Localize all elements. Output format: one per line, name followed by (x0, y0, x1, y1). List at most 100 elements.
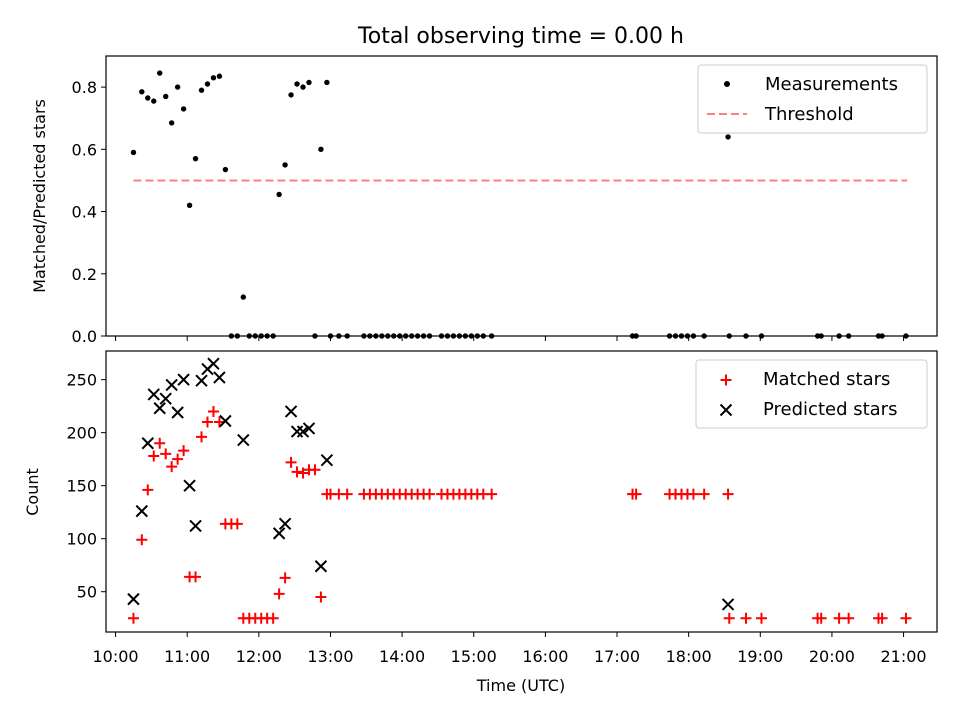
measurement-point (818, 333, 824, 339)
measurement-point (327, 333, 334, 339)
x-tick-label: 17:00 (594, 647, 640, 666)
measurement-point (480, 333, 486, 339)
legend-measurements-marker (724, 81, 730, 87)
matched-star-point (273, 588, 285, 600)
x-tick-label: 15:00 (451, 647, 497, 666)
measurement-point (633, 333, 639, 339)
measurement-point (414, 333, 421, 339)
matched-star-point (178, 445, 190, 457)
predicted-star-point (153, 402, 166, 415)
measurement-point (276, 191, 282, 198)
measurement-point (879, 333, 885, 339)
legend-matched-marker (720, 374, 732, 386)
measurement-point (903, 333, 909, 339)
predicted-star-point (302, 422, 316, 435)
measurement-point (139, 89, 145, 95)
measurement-point (690, 333, 697, 339)
x-tick-label: 20:00 (809, 647, 855, 666)
matched-star-point (900, 612, 912, 624)
matched-star-point (486, 488, 498, 500)
matched-star-point (843, 612, 855, 624)
x-tick-label: 21:00 (881, 647, 927, 666)
measurement-point (186, 202, 193, 209)
measurement-point (678, 333, 685, 339)
measurement-point (228, 333, 235, 339)
measurement-point (397, 333, 403, 339)
measurement-point (192, 155, 199, 162)
measurement-point (288, 92, 294, 98)
measurement-point (162, 93, 169, 100)
measurement-point (402, 333, 409, 339)
bottom-y-tick-label: 200 (66, 424, 97, 443)
measurement-point (462, 333, 469, 339)
measurement-point (246, 333, 252, 339)
measurement-point (726, 333, 732, 339)
measurement-point (282, 162, 288, 168)
predicted-star-point (721, 598, 735, 611)
matched-star-point (315, 591, 327, 603)
x-tick-label: 13:00 (307, 647, 353, 666)
predicted-star-point (237, 433, 250, 447)
measurement-point (725, 134, 731, 140)
measurement-point (336, 333, 342, 339)
x-tick-label: 12:00 (236, 647, 282, 666)
matched-star-point (154, 437, 166, 449)
measurement-point (157, 70, 163, 76)
measurement-point (743, 333, 749, 339)
top-y-tick-label: 0.2 (72, 265, 97, 284)
measurement-point (222, 166, 229, 173)
bottom-y-tick-label: 100 (66, 530, 97, 549)
matched-star-point (127, 612, 139, 624)
matched-star-point (201, 416, 213, 428)
bottom-panel: 50 100 150 200 250 10:00 11:00 12:00 13:00 14:00 1… (23, 350, 938, 695)
measurement-point (294, 81, 300, 87)
measurement-point (845, 333, 852, 339)
measurement-point (701, 333, 707, 339)
predicted-star-point (320, 454, 334, 467)
predicted-star-point (127, 592, 140, 606)
measurement-point (420, 333, 427, 339)
matched-star-point (341, 488, 353, 500)
measurement-point (758, 333, 765, 339)
measurement-point (300, 84, 306, 90)
measurement-point (344, 333, 350, 339)
matched-star-point (231, 518, 243, 530)
measurement-point (373, 333, 379, 339)
measurement-point (174, 84, 181, 90)
bottom-y-axis-label: Count (23, 468, 42, 516)
matched-star-point (142, 484, 154, 496)
measurement-point (438, 333, 445, 339)
x-tick-label: 10:00 (92, 647, 138, 666)
measurement-point (426, 333, 433, 339)
predicted-star-point (171, 406, 184, 419)
measurement-point (684, 333, 691, 339)
measurement-point (666, 333, 673, 339)
x-axis-label: Time (UTC) (476, 676, 565, 695)
matched-star-point (424, 488, 436, 500)
predicted-star-point (177, 373, 190, 386)
predicted-star-point (195, 374, 208, 387)
matched-star-point (815, 612, 827, 624)
measurement-point (456, 333, 463, 339)
bottom-y-tick-label: 150 (66, 477, 97, 496)
measurement-point (306, 79, 312, 86)
matched-star-point (291, 466, 303, 478)
matched-star-point (148, 450, 160, 462)
measurement-point (240, 294, 247, 300)
matched-star-point (196, 431, 208, 443)
predicted-star-point (272, 527, 286, 540)
matched-star-point (740, 612, 752, 624)
measurement-point (672, 333, 679, 339)
top-y-tick-label: 0.6 (72, 140, 97, 159)
measurement-point (474, 333, 481, 339)
x-tick-label: 11:00 (164, 647, 210, 666)
predicted-star-point (159, 392, 172, 405)
x-tick-label: 18:00 (666, 647, 712, 666)
measurement-point (252, 333, 258, 339)
matched-star-point (723, 612, 735, 624)
measurement-point (836, 333, 842, 339)
predicted-star-point (141, 437, 154, 450)
matched-star-point (267, 612, 279, 624)
matched-star-point (136, 534, 148, 546)
